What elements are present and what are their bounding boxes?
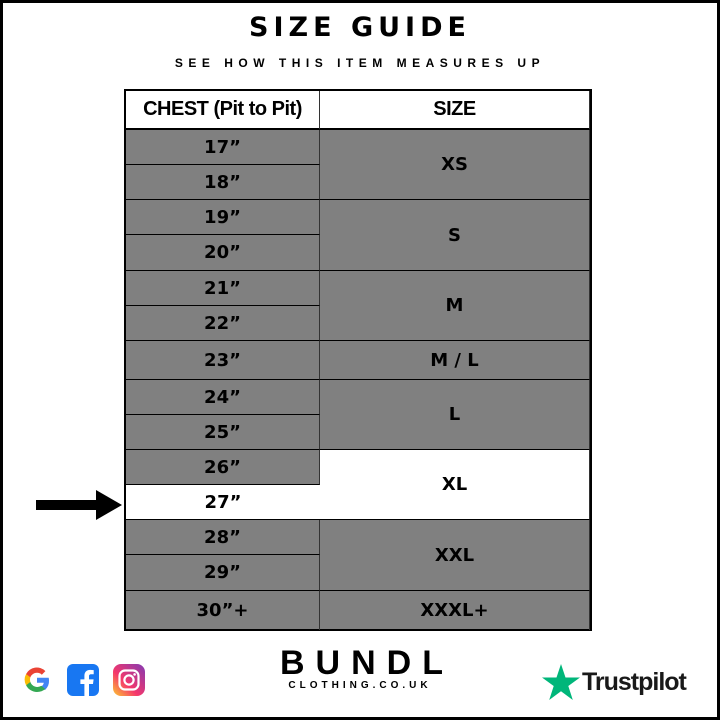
header-size: SIZE <box>320 91 590 130</box>
chest-cell: 22” <box>126 306 320 341</box>
size-cell: XS <box>320 130 590 200</box>
page-subtitle: SEE HOW THIS ITEM MEASURES UP <box>174 56 546 70</box>
trustpilot-logo[interactable]: Trustpilot <box>542 664 687 700</box>
page-title: SIZE GUIDE <box>249 12 471 43</box>
chest-cell: 21” <box>126 271 320 306</box>
size-cell: XXXL+ <box>320 591 590 630</box>
chest-cell: 18” <box>126 165 320 200</box>
size-cell: M / L <box>320 341 590 380</box>
chest-cell-highlighted: 27” <box>126 485 320 520</box>
chest-cell: 28” <box>126 520 320 555</box>
chest-cell: 20” <box>126 235 320 271</box>
brand-name: BUNDL <box>280 644 454 682</box>
header-chest: CHEST (Pit to Pit) <box>126 91 320 130</box>
chest-cell: 23” <box>126 341 320 380</box>
chest-cell: 26” <box>126 450 320 485</box>
facebook-icon[interactable] <box>67 664 99 696</box>
chest-cell: 19” <box>126 200 320 235</box>
chest-cell: 17” <box>126 130 320 165</box>
brand-domain: CLOTHING.CO.UK <box>288 680 432 691</box>
google-icon[interactable] <box>21 664 53 696</box>
size-table: CHEST (Pit to Pit) SIZE 17” 18” 19” 20” … <box>124 89 592 631</box>
size-cell-highlighted: XL <box>320 450 590 520</box>
trustpilot-star-icon <box>542 664 580 700</box>
instagram-icon[interactable] <box>113 664 145 696</box>
chest-cell: 29” <box>126 555 320 591</box>
arrow-right-icon <box>36 490 122 520</box>
chest-cell: 30”+ <box>126 591 320 630</box>
chest-cell: 25” <box>126 415 320 450</box>
trustpilot-label: Trustpilot <box>582 667 687 696</box>
size-cell: M <box>320 271 590 341</box>
size-cell: S <box>320 200 590 271</box>
bundl-logo: BUNDL CLOTHING.CO.UK <box>270 646 450 691</box>
size-cell: L <box>320 380 590 450</box>
chest-cell: 24” <box>126 380 320 415</box>
size-cell: XXL <box>320 520 590 591</box>
